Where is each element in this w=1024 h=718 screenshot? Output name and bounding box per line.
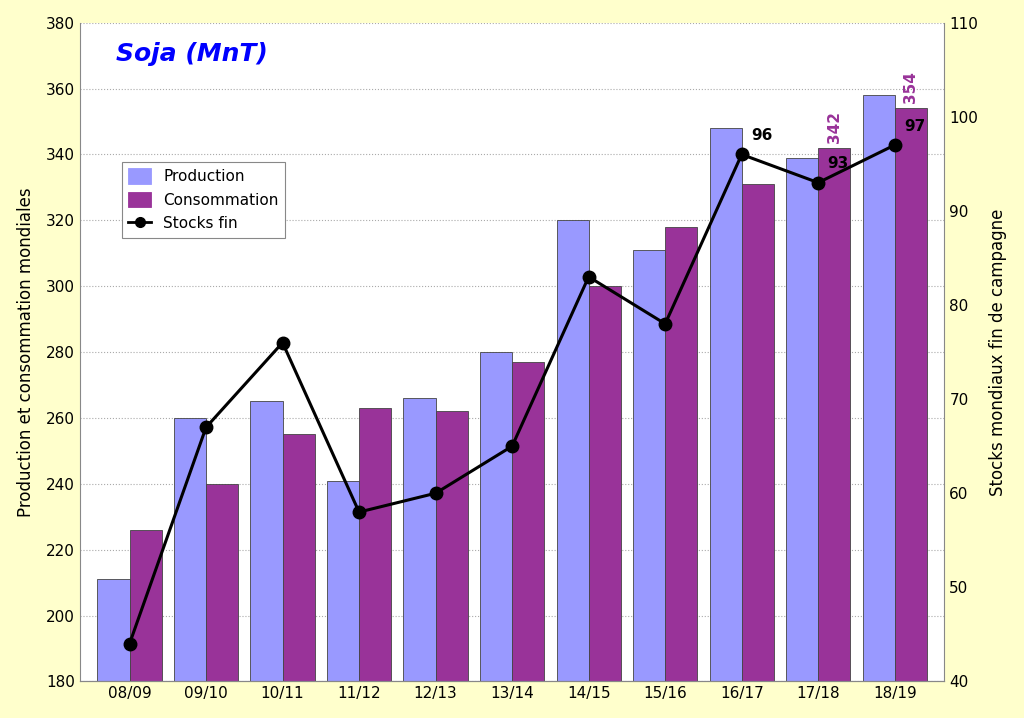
Stocks fin [506,442,518,450]
Stocks fin [276,338,289,347]
Bar [359,408,391,718]
Bar [895,108,927,718]
Bar [666,227,697,718]
Stocks fin [123,640,135,648]
Bar [283,434,314,718]
Bar [174,418,206,718]
Bar [862,95,895,718]
Stocks fin [735,150,748,159]
Stocks fin [200,423,212,432]
Bar [818,148,850,718]
Bar [741,184,774,718]
Stocks fin [889,141,901,149]
Bar [251,401,283,718]
Bar [327,480,359,718]
Legend: Production, Consommation, Stocks fin: Production, Consommation, Stocks fin [122,162,285,238]
Bar [786,158,818,718]
Text: 93: 93 [827,157,849,172]
Text: Soja (MnT): Soja (MnT) [117,42,268,67]
Line: Stocks fin: Stocks fin [123,139,901,650]
Bar [556,220,589,718]
Bar [97,579,129,718]
Bar [403,398,435,718]
Stocks fin [583,272,595,281]
Stocks fin [659,320,672,328]
Bar [710,128,741,718]
Bar [512,362,545,718]
Stocks fin [429,489,441,498]
Text: 96: 96 [751,128,772,143]
Stocks fin [353,508,366,516]
Stocks fin [812,178,824,187]
Y-axis label: Production et consommation mondiales: Production et consommation mondiales [16,187,35,517]
Text: 354: 354 [903,72,919,103]
Bar [206,484,239,718]
Bar [480,352,512,718]
Bar [129,530,162,718]
Text: 97: 97 [904,118,925,134]
Bar [589,286,621,718]
Text: 342: 342 [826,111,842,143]
Bar [633,250,666,718]
Bar [435,411,468,718]
Y-axis label: Stocks mondiaux fin de campagne: Stocks mondiaux fin de campagne [989,208,1008,495]
